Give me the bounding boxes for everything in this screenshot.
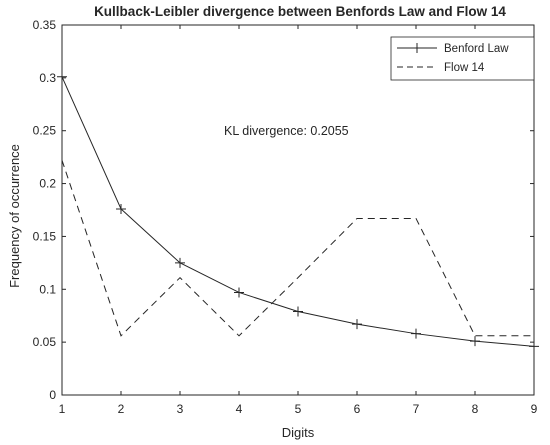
data-point-benford-law: [411, 328, 421, 339]
x-tick-label: 4: [236, 402, 243, 416]
data-point-benford-law: [529, 341, 539, 352]
data-point-benford-law: [470, 336, 480, 347]
x-tick-label: 9: [531, 402, 538, 416]
data-point-benford-law: [57, 71, 67, 82]
data-point-benford-law: [293, 306, 303, 317]
plot-area: 1 2 3 4 5 6 7 8 9 0 0.05 0.1 0.15 0.2 0.25 0.3 0.35: [33, 18, 539, 416]
legend-label-benford-law: Benford Law: [444, 43, 509, 55]
y-tick-label: 0.3: [39, 71, 56, 85]
y-axis: 0 0.05 0.1 0.15 0.2 0.25 0.3 0.35: [33, 18, 534, 402]
x-tick-label: 3: [177, 402, 184, 416]
x-tick-label: 2: [118, 402, 125, 416]
x-axis: 1 2 3 4 5 6 7 8 9: [59, 25, 538, 416]
y-tick-label: 0.35: [33, 18, 57, 32]
data-point-benford-law: [234, 287, 244, 298]
x-tick-label: 1: [59, 402, 66, 416]
series-layer: [57, 71, 539, 352]
chart-title: Kullback-Leibler divergence between Benf…: [94, 4, 506, 19]
y-axis-label: Frequency of occurrence: [7, 144, 22, 288]
legend-marker-benford-law: [412, 43, 422, 53]
x-tick-label: 5: [295, 402, 302, 416]
y-tick-label: 0.05: [33, 335, 57, 349]
y-tick-label: 0.25: [33, 124, 57, 138]
data-point-benford-law: [116, 203, 126, 214]
y-tick-label: 0.2: [39, 177, 56, 191]
kl-divergence-annotation: KL divergence: 0.2055: [224, 124, 349, 138]
y-tick-label: 0.1: [39, 282, 56, 296]
legend-box: [390, 36, 535, 81]
x-tick-label: 6: [354, 402, 361, 416]
series-line-flow-14: [61, 160, 534, 337]
y-tick-label: 0: [49, 388, 56, 402]
data-point-benford-law: [175, 257, 185, 268]
x-tick-label: 8: [472, 402, 479, 416]
legend: Benford Law Flow 14: [390, 36, 535, 81]
x-axis-label: Digits: [282, 425, 315, 440]
legend-label-flow-14: Flow 14: [444, 62, 485, 74]
data-point-benford-law: [352, 319, 362, 330]
x-tick-label: 7: [413, 402, 420, 416]
y-tick-label: 0.15: [33, 229, 57, 243]
